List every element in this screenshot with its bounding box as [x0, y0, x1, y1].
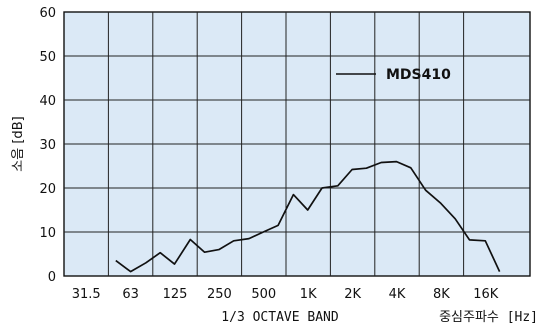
- y-tick-label: 30: [39, 138, 56, 153]
- x-tick-label: 250: [207, 287, 232, 302]
- y-tick-label: 50: [39, 50, 56, 65]
- y-tick-label: 0: [48, 270, 56, 285]
- legend: MDS410: [336, 67, 451, 83]
- grid-lines: [64, 12, 530, 276]
- x-tick-label: 1K: [300, 287, 317, 302]
- y-tick-label: 40: [39, 94, 56, 109]
- x-tick-label: 2K: [344, 287, 361, 302]
- x-tick-label: 63: [122, 287, 139, 302]
- x-tick-label: 4K: [389, 287, 406, 302]
- y-tick-label: 60: [39, 6, 56, 21]
- x-tick-label: 31.5: [72, 287, 101, 302]
- y-tick-labels: 0 10 20 30 40 50 60: [39, 6, 56, 285]
- x-axis-label: 1/3 OCTAVE BAND: [221, 310, 339, 325]
- series-line-mds410: [115, 160, 501, 273]
- y-axis-label: 소음 [dB]: [11, 116, 26, 171]
- x-tick-label: 500: [251, 287, 276, 302]
- y-tick-label: 20: [39, 182, 56, 197]
- series-layer: [115, 160, 501, 273]
- legend-label-mds410: MDS410: [386, 67, 451, 83]
- x-tick-label: 16K: [473, 287, 499, 302]
- x-tick-label: 8K: [433, 287, 450, 302]
- x-tick-labels: 31.5 63 125 250 500 1K 2K 4K 8K 16K: [72, 287, 499, 302]
- y-tick-label: 10: [39, 226, 56, 241]
- x-axis-unit-label: 중심주파수 [Hz]: [439, 310, 538, 325]
- x-tick-label: 125: [163, 287, 188, 302]
